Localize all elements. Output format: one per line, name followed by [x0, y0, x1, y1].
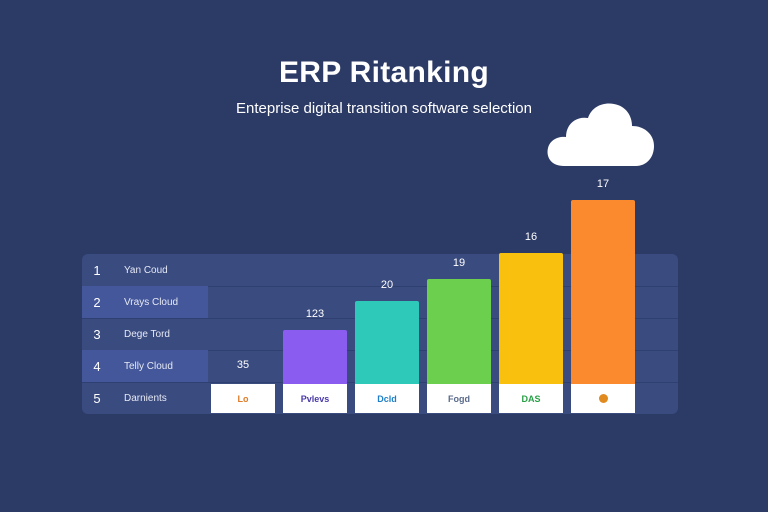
rank-number: 4 — [93, 358, 101, 374]
vendor-logo-card: Fogd — [427, 384, 491, 413]
vendor-logo-card: DAS — [499, 384, 563, 413]
table-row: 1 Yan Coud — [82, 254, 208, 286]
bar-value-label: 123 — [305, 308, 325, 320]
vendor-logo-text: Fogd — [448, 393, 470, 404]
table-row: 5 Darnients — [82, 382, 208, 414]
rank-name: Darnients — [124, 392, 167, 404]
vendor-logo-text: Lo — [237, 393, 249, 404]
bar-value-label: 19 — [452, 257, 466, 269]
table-row: 3 Dege Tord — [82, 318, 208, 350]
bar-value-label: 20 — [380, 279, 394, 291]
vendor-logo-card — [571, 384, 635, 413]
vendor-logo-text: DAS — [521, 393, 541, 404]
cloud-icon — [547, 103, 654, 166]
rank-number: 2 — [93, 294, 101, 310]
rank-number: 3 — [93, 326, 101, 342]
rank-number: 1 — [93, 262, 101, 278]
bar — [427, 279, 491, 384]
rank-name: Yan Coud — [124, 264, 168, 276]
bar-value-label: 35 — [236, 359, 250, 371]
chart-title: ERP Ritanking — [278, 56, 490, 89]
bar — [355, 301, 419, 384]
vendor-logo-text: Dcld — [377, 393, 397, 404]
rank-number: 5 — [93, 390, 101, 406]
vendor-logo-card: Pvlevs — [283, 384, 347, 413]
bar — [499, 253, 563, 384]
table-row: 4 Telly Cloud — [82, 350, 208, 382]
bar-value-label: 17 — [596, 178, 610, 190]
rank-name: Vrays Cloud — [124, 296, 179, 308]
bar — [571, 200, 635, 384]
table-row: 2 Vrays Cloud — [82, 286, 208, 318]
vendor-logo-dot-icon — [598, 394, 608, 403]
rank-name: Telly Cloud — [124, 360, 173, 372]
vendor-logo-text: Pvlevs — [300, 393, 330, 404]
vendor-logo-card: Dcld — [355, 384, 419, 413]
rank-name: Dege Tord — [124, 328, 170, 340]
bar-value-label: 16 — [524, 231, 538, 243]
vendor-logo-card: Lo — [211, 384, 275, 413]
bar — [283, 330, 347, 384]
table-row-divider — [82, 286, 678, 287]
chart-subtitle: Enteprise digital transition software se… — [236, 100, 532, 117]
